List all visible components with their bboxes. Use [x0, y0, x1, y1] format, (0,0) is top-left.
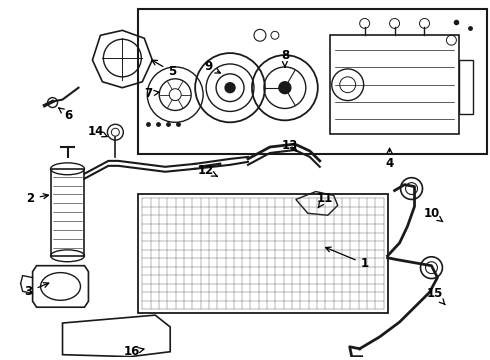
- Text: 7: 7: [144, 87, 159, 100]
- Text: 13: 13: [282, 139, 298, 152]
- Text: 3: 3: [24, 283, 49, 298]
- Text: 2: 2: [26, 192, 49, 205]
- Bar: [50, 169, 84, 256]
- Text: 9: 9: [204, 60, 221, 73]
- Bar: [460, 60, 473, 114]
- Text: 5: 5: [152, 60, 176, 78]
- Text: 1: 1: [326, 247, 368, 270]
- Bar: [138, 194, 388, 313]
- Text: 4: 4: [386, 148, 393, 170]
- Text: 10: 10: [423, 207, 442, 221]
- Text: 12: 12: [198, 164, 217, 177]
- Text: 11: 11: [317, 192, 333, 208]
- Text: 15: 15: [426, 287, 445, 305]
- Text: 14: 14: [87, 125, 107, 138]
- Text: 16: 16: [124, 345, 144, 358]
- Circle shape: [225, 83, 235, 93]
- Text: 8: 8: [281, 49, 289, 67]
- Circle shape: [279, 82, 291, 94]
- Bar: [330, 35, 460, 134]
- Text: 6: 6: [59, 108, 73, 122]
- Bar: [138, 9, 488, 154]
